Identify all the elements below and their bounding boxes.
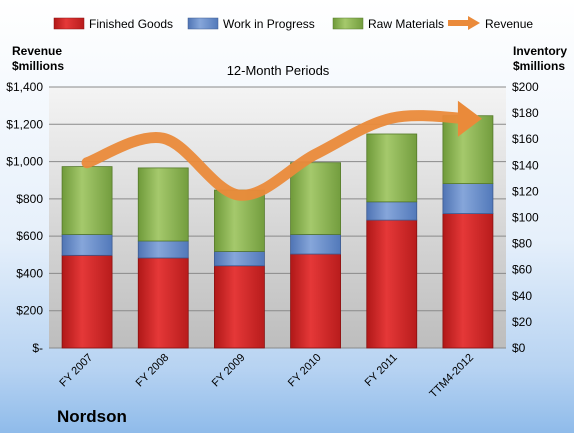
bar-finished-goods: [290, 253, 341, 349]
revenue-line-arrowhead: [457, 100, 482, 137]
revenue-line: [81, 110, 474, 201]
chart-subtitle: 12-Month Periods: [227, 63, 330, 78]
bar-raw-materials: [137, 167, 189, 242]
bar-work-in-progress: [61, 234, 113, 256]
bar-finished-goods: [137, 257, 189, 349]
bar-raw-materials: [366, 133, 418, 203]
legend-label-finished-goods: Finished Goods: [89, 17, 173, 31]
gridlines: [49, 86, 506, 349]
legend-swatch-work-in-progress: [187, 17, 219, 30]
bar-work-in-progress: [442, 183, 494, 214]
left-axis-tick-label: $-: [32, 341, 43, 355]
left-axis-tick-label: $1,400: [6, 80, 43, 94]
revenue-line-group: [81, 100, 482, 201]
right-axis-ticks: $0 $20 $40 $60 $80 $100 $120 $140 $160 $180 $200: [512, 80, 539, 355]
legend-swatch-finished-goods: [53, 17, 85, 30]
bars-group: [61, 115, 494, 349]
bar-finished-goods: [61, 254, 113, 349]
left-axis-tick-label: $1,200: [6, 117, 43, 131]
bar-raw-materials: [290, 162, 341, 235]
right-axis-tick-label: $80: [512, 237, 532, 251]
legend: Finished Goods Work in Progress Raw Mate…: [53, 16, 533, 31]
left-axis-ticks: $- $200 $400 $600 $800 $1,000 $1,200 $1,400: [6, 80, 43, 355]
bar-finished-goods: [214, 265, 265, 349]
left-axis-tick-label: $600: [16, 229, 43, 243]
legend-label-raw-materials: Raw Materials: [368, 17, 444, 31]
left-axis-tick-label: $200: [16, 304, 43, 318]
right-axis-tick-label: $180: [512, 106, 539, 120]
left-axis-title-line1: Revenue: [12, 44, 62, 58]
right-axis-tick-label: $160: [512, 132, 539, 146]
right-axis-title-line1: Inventory: [513, 44, 567, 58]
legend-label-revenue: Revenue: [485, 17, 533, 31]
plot-area: [49, 87, 506, 348]
bar-work-in-progress: [137, 240, 189, 259]
left-axis-tick-label: $1,000: [6, 155, 43, 169]
legend-swatch-raw-materials: [332, 17, 364, 30]
right-axis-tick-label: $0: [512, 341, 526, 355]
bar-finished-goods: [442, 213, 494, 349]
right-axis-tick-label: $120: [512, 184, 539, 198]
bar-work-in-progress: [366, 201, 418, 221]
right-axis-tick-label: $40: [512, 289, 532, 303]
right-axis-tick-label: $60: [512, 263, 532, 277]
right-axis-tick-label: $140: [512, 158, 539, 172]
right-axis-tick-label: $200: [512, 80, 539, 94]
right-axis-title-line2: $millions: [513, 59, 565, 73]
bar-finished-goods: [366, 219, 418, 349]
bar-work-in-progress: [290, 234, 341, 255]
company-name: Nordson: [57, 407, 127, 426]
bar-raw-materials: [61, 166, 113, 235]
right-axis-tick-label: $20: [512, 315, 532, 329]
legend-label-work-in-progress: Work in Progress: [223, 17, 315, 31]
left-axis-title-line2: $millions: [12, 59, 64, 73]
left-axis-tick-label: $800: [16, 192, 43, 206]
left-axis-tick-label: $400: [16, 266, 43, 280]
legend-arrowhead-revenue: [468, 16, 480, 30]
right-axis-tick-label: $100: [512, 211, 539, 225]
bar-work-in-progress: [214, 251, 265, 267]
